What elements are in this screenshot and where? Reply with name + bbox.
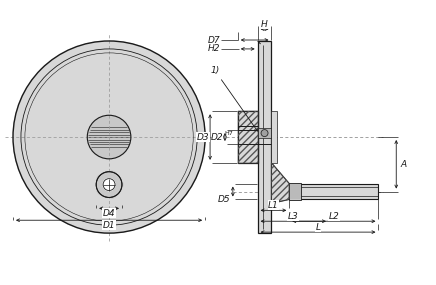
Text: H: H (261, 20, 268, 29)
Text: 1): 1) (210, 66, 258, 131)
Text: L1: L1 (268, 201, 279, 210)
Text: A: A (400, 160, 406, 169)
Text: D3: D3 (197, 133, 209, 142)
Circle shape (113, 180, 123, 190)
Text: D5: D5 (218, 195, 231, 204)
Circle shape (13, 41, 205, 233)
Circle shape (97, 174, 107, 184)
Polygon shape (272, 111, 277, 163)
Polygon shape (238, 111, 258, 163)
Polygon shape (290, 183, 301, 200)
Text: D7: D7 (208, 36, 220, 44)
Text: L2: L2 (328, 212, 339, 221)
Text: H2: H2 (208, 44, 220, 53)
Circle shape (96, 172, 122, 198)
Polygon shape (272, 163, 290, 203)
Circle shape (107, 171, 117, 181)
Circle shape (97, 185, 107, 195)
Polygon shape (258, 128, 272, 138)
Text: L3: L3 (288, 212, 299, 221)
Text: D1: D1 (103, 221, 116, 230)
Text: D4: D4 (103, 209, 116, 218)
Polygon shape (258, 41, 272, 233)
Polygon shape (290, 184, 378, 199)
Circle shape (103, 179, 115, 191)
Circle shape (107, 188, 117, 198)
Circle shape (87, 115, 131, 159)
Circle shape (261, 130, 268, 137)
Text: H7: H7 (224, 131, 233, 136)
Text: L: L (316, 223, 320, 232)
Text: D2: D2 (210, 133, 223, 142)
Circle shape (103, 179, 115, 191)
